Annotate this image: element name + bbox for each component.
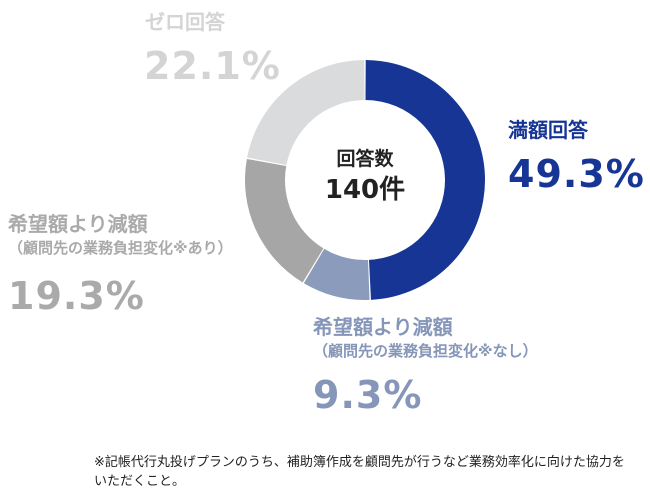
slice-value-reduced-none: 9.3% xyxy=(313,373,423,417)
donut-slice-reduced_some xyxy=(245,158,324,283)
center-title: 回答数 xyxy=(336,148,394,170)
slice-value-zero: 22.1% xyxy=(144,44,281,88)
slice-value-reduced-some: 19.3% xyxy=(8,274,145,318)
slice-label-reduced-some: 希望額より減額 xyxy=(8,212,148,236)
slice-sublabel-reduced-none: （顧問先の業務負担変化※なし） xyxy=(313,342,538,360)
slice-label-zero: ゼロ回答 xyxy=(145,10,225,34)
slice-label-reduced-none: 希望額より減額 xyxy=(313,315,453,339)
donut-slice-zero xyxy=(247,60,365,166)
slice-label-full: 満額回答 xyxy=(508,118,588,142)
center-total: 140件 xyxy=(324,175,406,205)
donut-slice-full xyxy=(365,60,485,300)
donut-slice-reduced_none xyxy=(303,248,370,301)
slice-sublabel-reduced-some: （顧問先の業務負担変化※あり） xyxy=(8,239,233,257)
slice-value-full: 49.3% xyxy=(508,152,645,196)
footnote: ※記帳代行丸投げプランのうち、補助簿作成を顧問先が行うなど業務効率化に向けた協力… xyxy=(94,455,625,489)
